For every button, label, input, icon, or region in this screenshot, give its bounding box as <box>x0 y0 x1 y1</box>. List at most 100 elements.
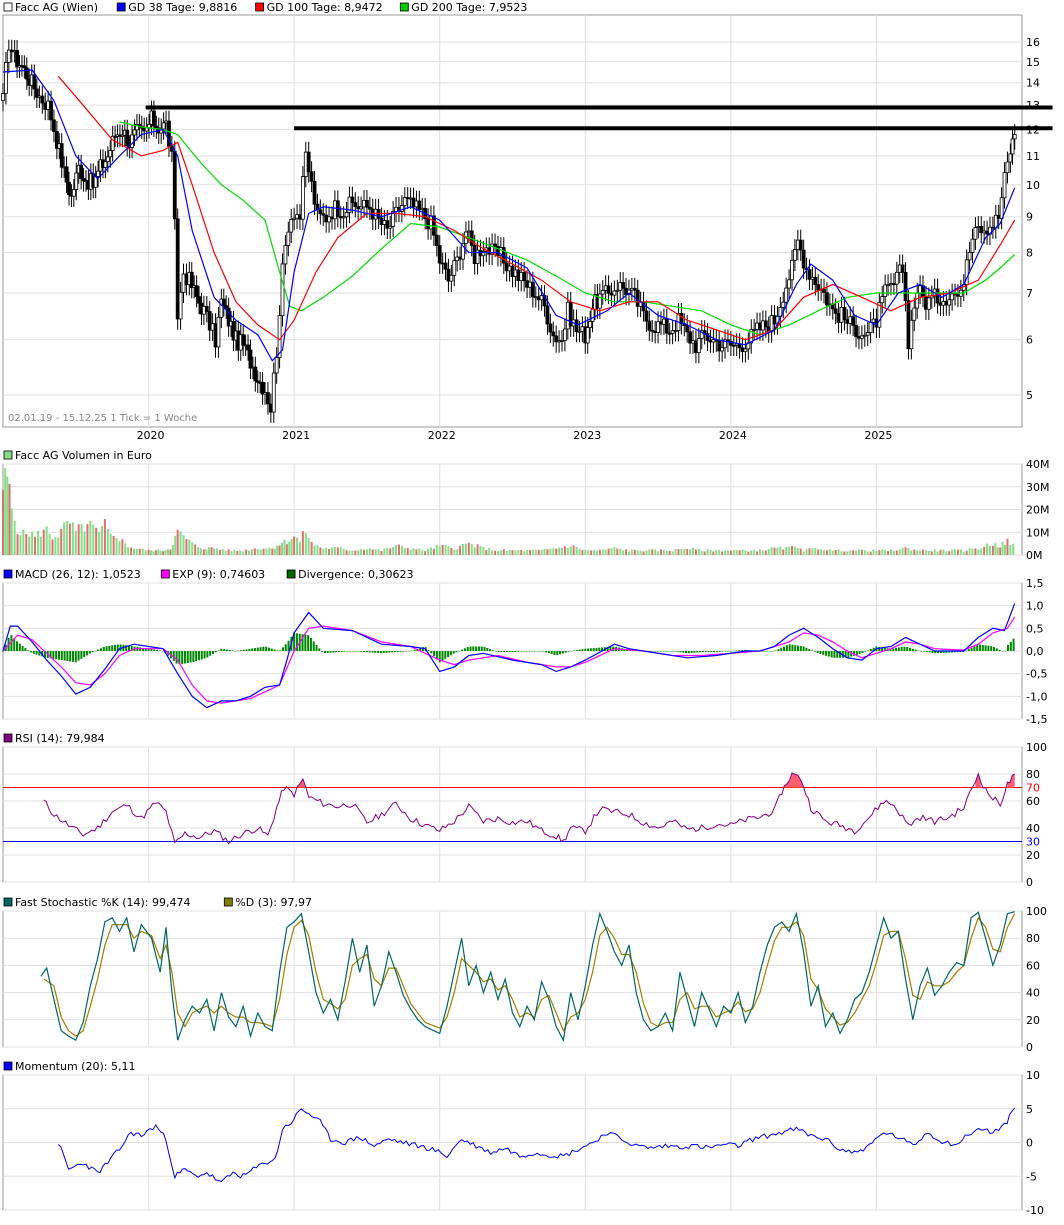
divergence-bar <box>181 651 184 664</box>
divergence-bar <box>438 651 441 663</box>
volume-bar <box>453 549 456 555</box>
divergence-bar <box>335 651 338 653</box>
volume-bar <box>593 550 596 555</box>
volume-bar <box>651 549 654 555</box>
volume-bar <box>709 549 712 555</box>
candle-body <box>197 296 201 304</box>
candle-body <box>132 129 137 136</box>
candle-body <box>862 334 867 337</box>
volume-bar <box>776 547 779 555</box>
volume-bar <box>171 545 174 555</box>
volume-bar <box>482 546 485 555</box>
candle-body <box>309 171 314 182</box>
volume-bar <box>154 550 157 555</box>
volume-bar <box>421 550 424 555</box>
divergence-bar <box>239 650 242 651</box>
candle-body <box>292 217 297 220</box>
candle-body <box>763 320 768 328</box>
candle-body <box>781 301 786 308</box>
candle-body <box>344 211 349 218</box>
divergence-bar <box>466 646 469 651</box>
divergence-bar <box>304 634 307 651</box>
divergence-bar <box>477 646 480 651</box>
volume-bar <box>98 532 101 555</box>
divergence-bar <box>382 651 385 654</box>
volume-bar <box>703 551 706 555</box>
y-tick-label: 0 <box>1026 876 1033 889</box>
divergence-bar <box>942 651 945 653</box>
divergence-bar <box>491 650 494 651</box>
candle-body <box>656 321 660 333</box>
divergence-bar <box>673 651 676 652</box>
divergence-bar <box>953 651 956 653</box>
volume-bar <box>732 549 735 555</box>
candle-body <box>784 287 789 303</box>
volume-bar <box>488 547 491 555</box>
volume-bar <box>988 546 991 555</box>
volume-bar <box>808 548 811 555</box>
volume-bar <box>339 547 342 555</box>
volume-bar <box>494 550 497 555</box>
candle-body <box>105 156 110 162</box>
candle-body <box>64 166 69 183</box>
legend-entry: GD 200 Tage: 7,9523 <box>411 1 527 14</box>
divergence-bar <box>97 649 100 651</box>
divergence-bar <box>934 651 937 654</box>
volume-bar <box>636 550 639 555</box>
y-tick-label: 20 <box>1026 1014 1040 1027</box>
divergence-bar <box>718 651 721 652</box>
divergence-bar <box>595 647 598 651</box>
volume-bar <box>218 549 221 555</box>
volume-bar <box>607 548 610 555</box>
divergence-bar <box>388 651 391 653</box>
y-tick-label: 5 <box>1026 389 1033 402</box>
candle-body <box>67 181 71 196</box>
volume-bar <box>256 549 259 555</box>
volume-bar <box>674 549 677 555</box>
volume-bar <box>770 547 773 555</box>
divergence-bar <box>791 644 794 651</box>
divergence-bar <box>995 648 998 651</box>
candle-body <box>226 307 231 327</box>
candle-body <box>277 315 282 359</box>
divergence-bar <box>88 651 91 654</box>
y-tick-label: 14 <box>1026 77 1040 90</box>
candle-body <box>391 211 396 227</box>
candle-body <box>731 344 736 347</box>
candle-body <box>688 331 692 344</box>
divergence-bar <box>819 651 822 654</box>
volume-bar <box>895 550 898 555</box>
divergence-bar <box>357 651 360 652</box>
divergence-bar <box>575 650 578 651</box>
volume-bar <box>508 549 511 555</box>
volume-bar <box>951 549 954 555</box>
volume-bar <box>889 549 892 555</box>
volume-bar <box>213 548 216 555</box>
divergence-bar <box>981 644 984 651</box>
candle-body <box>367 206 372 210</box>
divergence-bar <box>710 651 713 653</box>
volume-bar <box>197 547 200 555</box>
volume-bar <box>296 537 299 555</box>
candle-body <box>71 189 76 197</box>
candle-body <box>402 197 407 206</box>
volume-bar <box>680 549 683 555</box>
volume-bar <box>348 550 351 555</box>
divergence-bar <box>659 651 662 652</box>
candle-body <box>108 150 113 158</box>
candle-body <box>385 220 390 229</box>
volume-bar <box>133 548 136 555</box>
candle-body <box>266 392 270 405</box>
divergence-bar <box>371 651 374 653</box>
divergence-bar <box>315 644 318 651</box>
divergence-bar <box>665 651 668 652</box>
rsi-overbought-fill <box>975 773 981 788</box>
volume-bar <box>224 551 227 555</box>
volume-bar <box>581 550 584 555</box>
candle-body <box>950 293 955 301</box>
divergence-bar <box>920 651 923 652</box>
divergence-bar <box>102 646 105 651</box>
legend-swatch <box>223 897 233 907</box>
divergence-bar <box>276 650 279 651</box>
volume-bar <box>965 550 968 555</box>
